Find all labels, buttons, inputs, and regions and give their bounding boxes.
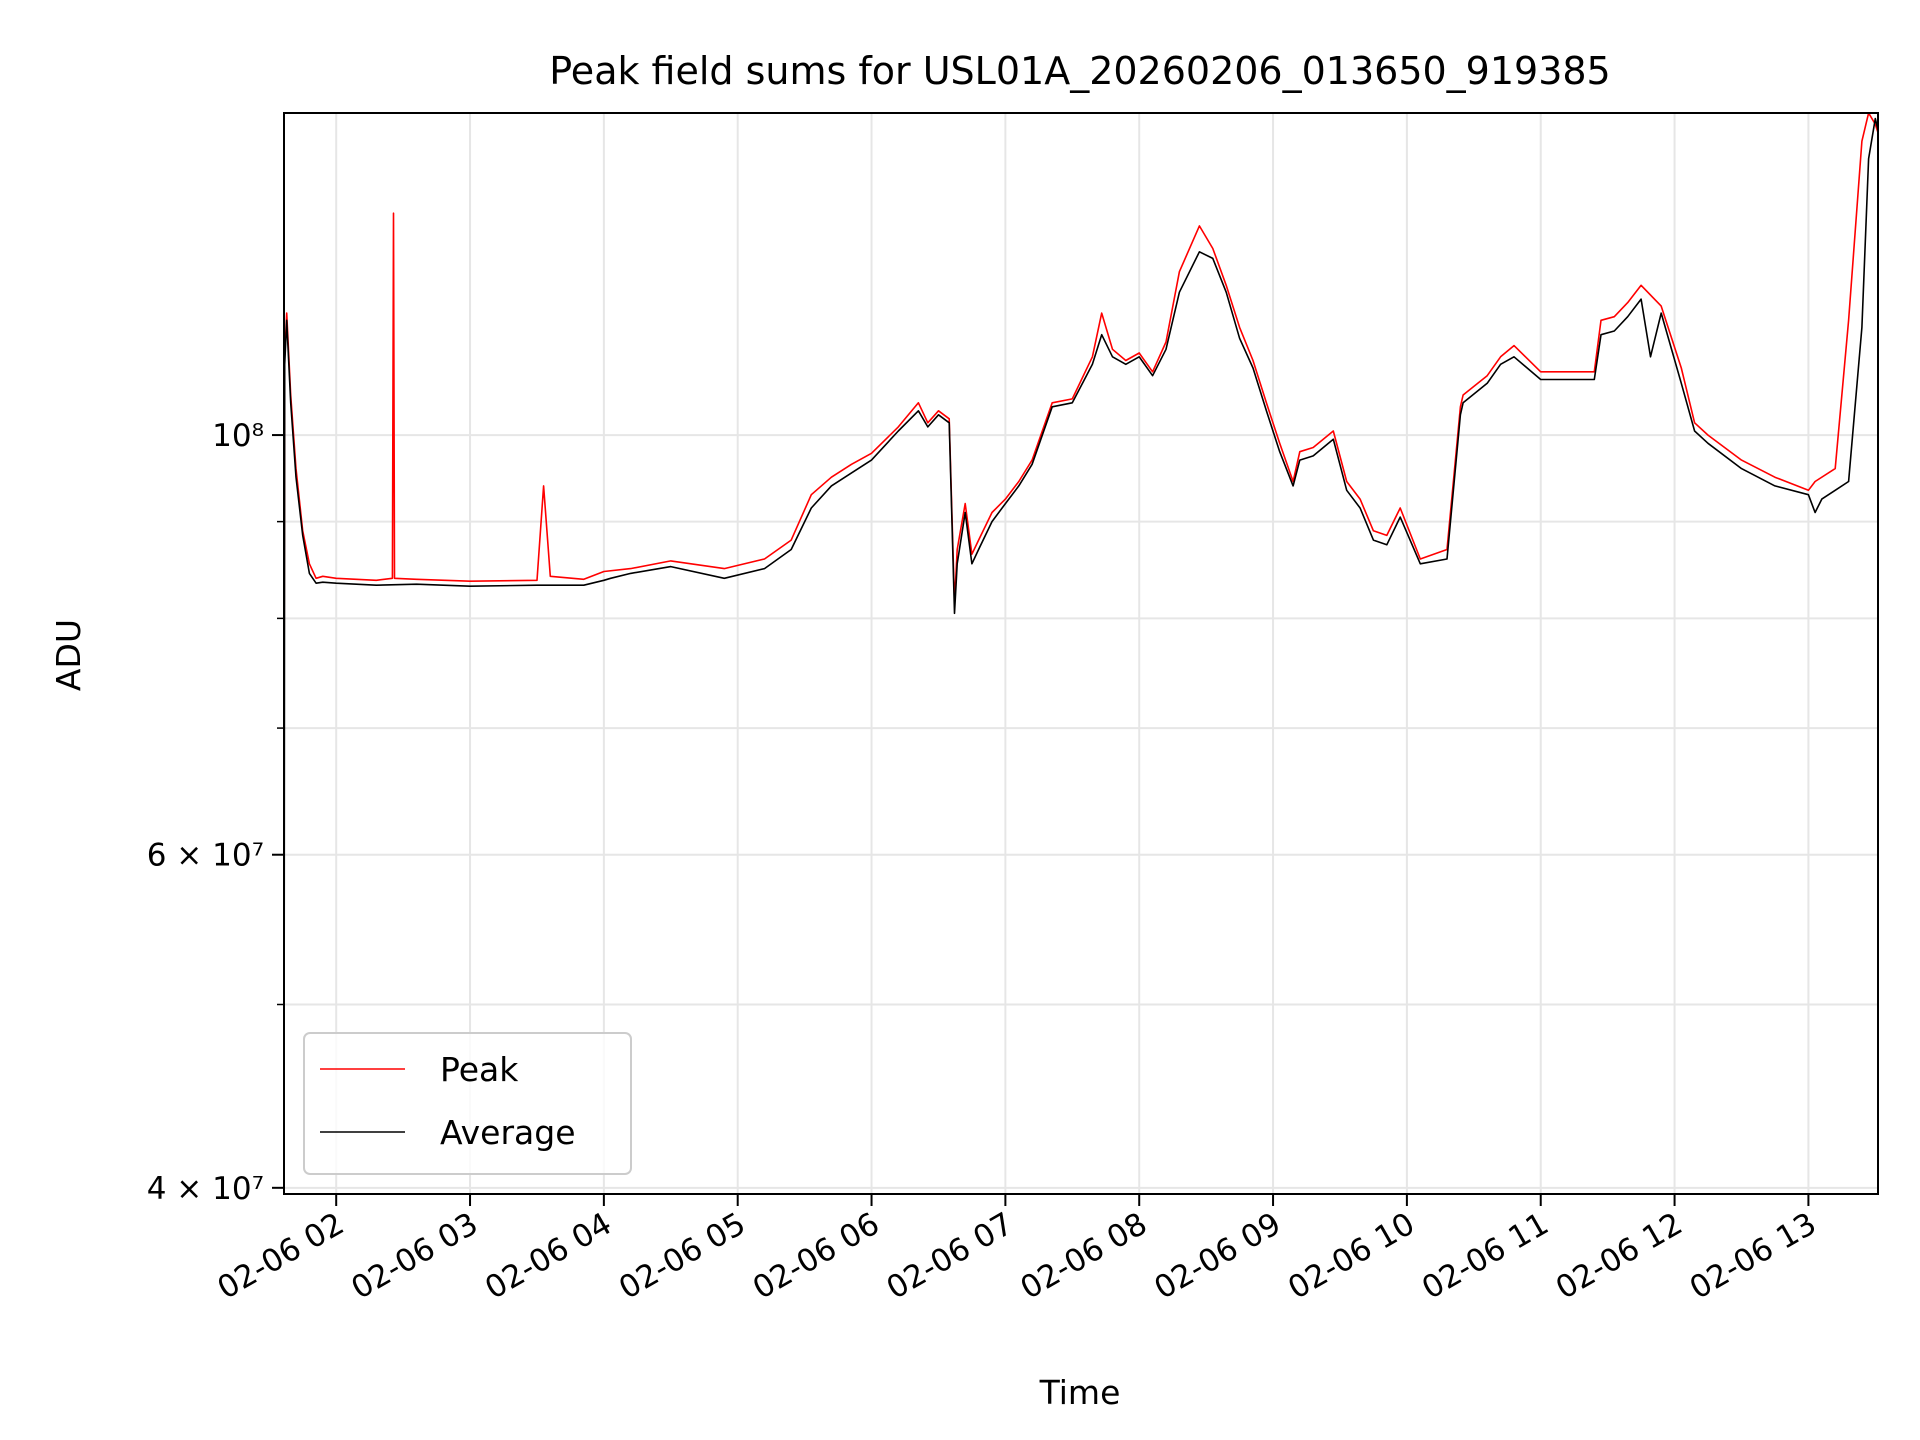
legend-label-average: Average bbox=[440, 1113, 576, 1152]
plot-frame bbox=[283, 112, 1879, 1195]
y-axis-label: ADU bbox=[49, 619, 88, 691]
series-line-average bbox=[284, 117, 1878, 1188]
x-axis-label: Time bbox=[1039, 1373, 1121, 1412]
legend-label-peak: Peak bbox=[440, 1050, 519, 1089]
series-line-peak bbox=[284, 113, 1878, 752]
y-tick-label: 6 × 10⁷ bbox=[147, 838, 264, 874]
series-layer bbox=[284, 113, 1878, 1188]
legend: Peak Average bbox=[303, 1032, 632, 1175]
y-tick-label: 10⁸ bbox=[212, 418, 264, 454]
y-tick-label: 4 × 10⁷ bbox=[147, 1171, 264, 1207]
grid bbox=[284, 113, 1878, 1194]
chart-title: Peak field sums for USL01A_20260206_0136… bbox=[549, 49, 1610, 93]
